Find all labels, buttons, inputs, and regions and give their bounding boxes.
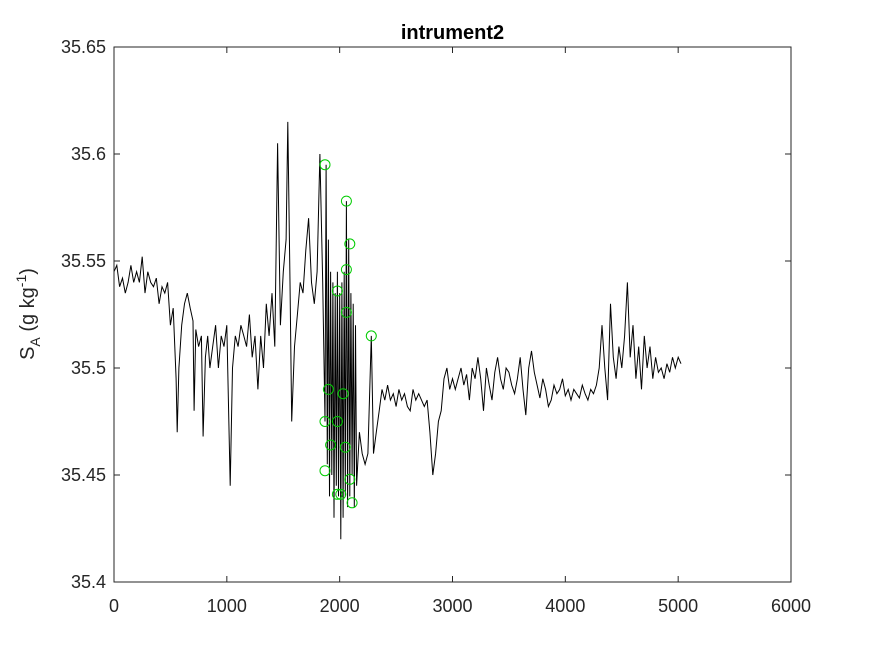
x-tick-label: 2000 <box>320 596 360 616</box>
marker-point <box>337 388 349 400</box>
x-tick-label: 4000 <box>545 596 585 616</box>
marker-point <box>319 465 331 477</box>
y-axis: 35.4 35.45 35.5 35.55 35.6 35.65 <box>61 37 791 592</box>
marker-point <box>344 473 356 485</box>
y-tick-label: 35.5 <box>71 358 106 378</box>
y-tick-label: 35.4 <box>71 572 106 592</box>
marker-point <box>335 488 347 500</box>
x-tick-label: 3000 <box>432 596 472 616</box>
y-tick-label: 35.6 <box>71 144 106 164</box>
marker-point <box>344 238 356 250</box>
marker-point <box>340 306 352 318</box>
y-axis-label-main: S <box>17 347 39 360</box>
marker-point <box>331 285 343 297</box>
y-tick-label: 35.55 <box>61 251 106 271</box>
y-axis-label-close: ) <box>17 268 39 275</box>
marker-point <box>325 439 337 451</box>
marker-point <box>346 497 358 509</box>
marker-point <box>340 195 352 207</box>
y-axis-label-unit: (g kg <box>17 287 39 337</box>
x-tick-label: 5000 <box>658 596 698 616</box>
y-axis-label-sub: A <box>27 337 43 347</box>
x-tick-label: 1000 <box>207 596 247 616</box>
y-tick-label: 35.65 <box>61 37 106 57</box>
marker-point <box>331 416 343 427</box>
marker-point <box>319 416 331 427</box>
x-tick-label: 0 <box>109 596 119 616</box>
y-tick-label: 35.45 <box>61 465 106 485</box>
x-tick-label: 6000 <box>771 596 811 616</box>
marker-point <box>340 264 352 276</box>
marker-point <box>331 488 343 500</box>
marker-point <box>365 330 377 342</box>
marker-point <box>339 441 351 453</box>
series-layer <box>113 121 682 540</box>
chart-title: intrument2 <box>401 22 504 44</box>
marker-point <box>322 383 334 395</box>
series-line <box>113 121 682 540</box>
x-axis: 0 1000 2000 3000 4000 5000 6000 <box>109 47 811 616</box>
plot-background <box>114 47 791 582</box>
marker-point <box>319 159 331 171</box>
y-axis-label-sup: -1 <box>13 275 29 288</box>
y-axis-label: SA (g kg-1) <box>13 268 43 360</box>
